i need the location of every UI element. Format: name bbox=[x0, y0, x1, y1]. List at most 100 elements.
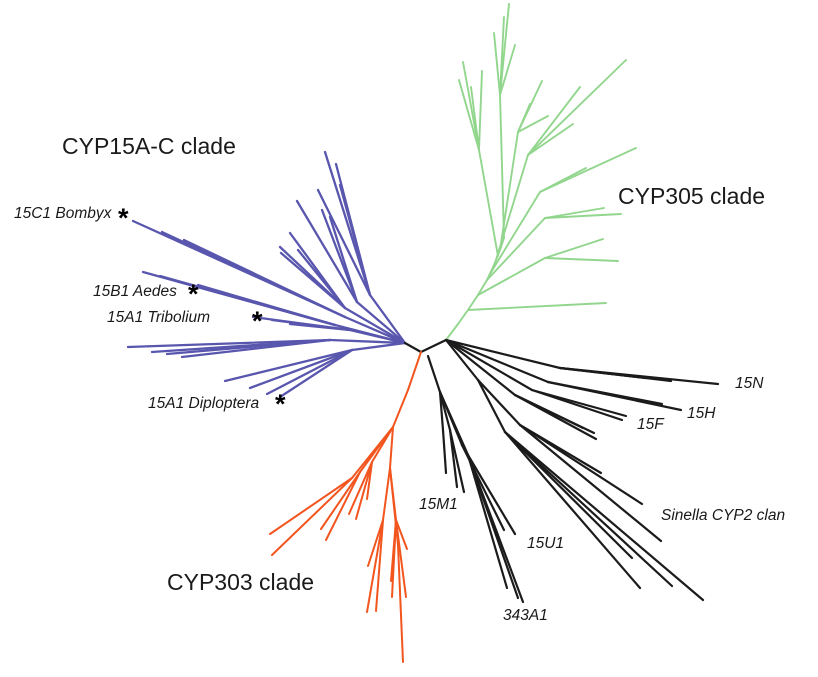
branch-segment bbox=[355, 461, 373, 520]
tip-label-sinella-cyp2-clan: Sinella CYP2 clan bbox=[661, 507, 786, 524]
branch-segment bbox=[371, 426, 394, 463]
branch-segment bbox=[493, 32, 501, 96]
branch-segment bbox=[476, 378, 507, 434]
branch-segment bbox=[517, 115, 549, 133]
branch-segment bbox=[544, 257, 619, 262]
branch-segment bbox=[544, 207, 605, 219]
branch-segment bbox=[367, 519, 384, 567]
branch-segment bbox=[478, 149, 499, 257]
branch-segment bbox=[518, 423, 663, 543]
branch-segment bbox=[444, 338, 562, 370]
branch-segment bbox=[438, 390, 445, 432]
branch-segment bbox=[355, 300, 407, 345]
branch-segment bbox=[544, 238, 604, 259]
branch-segment bbox=[296, 248, 347, 310]
branch-segment bbox=[503, 430, 705, 602]
branch-segment bbox=[320, 471, 361, 530]
branch-segment bbox=[390, 519, 397, 582]
branch-segment bbox=[382, 467, 391, 521]
branch-segment bbox=[467, 294, 479, 311]
branch-segment bbox=[389, 467, 399, 546]
clade-label-cyp305: CYP305 clade bbox=[618, 183, 766, 209]
branch-segment bbox=[348, 328, 407, 345]
branch-segment bbox=[441, 428, 448, 475]
branch-segment bbox=[503, 430, 642, 590]
branch-segment bbox=[486, 217, 546, 281]
asterisk-marker-aedes: * bbox=[188, 279, 199, 309]
tip-label-15c1-bombyx: 15C1 Bombyx bbox=[14, 205, 112, 222]
branch-segment bbox=[444, 338, 517, 397]
branch-segment bbox=[467, 302, 607, 311]
branch-segment bbox=[366, 519, 384, 613]
clade-branches-cyp2-clan-backbone bbox=[403, 338, 720, 604]
branch-segment bbox=[368, 293, 407, 345]
branch-segment bbox=[397, 544, 404, 663]
branch-segment bbox=[316, 188, 372, 297]
clade-branches-cyp305 bbox=[445, 3, 637, 341]
branch-segment bbox=[458, 79, 480, 151]
clade-label-cyp15ac: CYP15A-C clade bbox=[62, 133, 236, 159]
branch-segment bbox=[343, 306, 407, 345]
branch-segment bbox=[196, 283, 337, 327]
branch-segment bbox=[338, 183, 372, 297]
branch-segment bbox=[539, 147, 637, 193]
branch-segment bbox=[288, 322, 352, 332]
branch-segment bbox=[325, 471, 361, 541]
branch-segment bbox=[407, 351, 422, 391]
asterisk-marker-bombyx: * bbox=[118, 203, 129, 233]
branch-segment bbox=[499, 44, 516, 96]
branch-segment bbox=[477, 279, 488, 296]
branch-segment bbox=[466, 453, 525, 604]
branch-segment bbox=[444, 338, 534, 392]
branch-segment bbox=[489, 191, 541, 275]
branch-segment bbox=[392, 389, 409, 428]
branch-segment bbox=[477, 257, 546, 296]
branch-segment bbox=[544, 213, 622, 219]
branch-segment bbox=[389, 426, 394, 469]
asterisk-marker-diploptera: * bbox=[275, 389, 286, 419]
branch-segment bbox=[499, 16, 505, 96]
branch-segment bbox=[457, 309, 469, 325]
branch-segment bbox=[499, 94, 505, 239]
branch-segment bbox=[503, 430, 674, 588]
branch-segment bbox=[558, 366, 648, 380]
branch-segment bbox=[470, 86, 480, 151]
branch-segment bbox=[265, 348, 354, 396]
branch-segment bbox=[366, 461, 373, 500]
branch-segment bbox=[295, 199, 359, 304]
branch-segment bbox=[530, 388, 624, 422]
branch-segment bbox=[445, 323, 459, 341]
branch-segment bbox=[328, 338, 407, 345]
branch-segment bbox=[444, 338, 480, 382]
branch-segment bbox=[269, 477, 353, 535]
branch-segment bbox=[350, 341, 407, 352]
branch-segment bbox=[248, 348, 354, 390]
tip-label-343a1: 343A1 bbox=[503, 607, 548, 624]
tip-label-15h: 15H bbox=[687, 405, 716, 422]
tip-label-15a1-tribolium: 15A1 Tribolium bbox=[107, 309, 211, 326]
branch-segment bbox=[478, 70, 483, 151]
branch-segment bbox=[476, 378, 522, 427]
clade-branches-cyp15ac bbox=[126, 150, 407, 399]
clade-label-cyp303: CYP303 clade bbox=[167, 569, 315, 595]
branch-segment bbox=[419, 338, 448, 354]
tip-label-15a1-diploptera: 15A1 Diploptera bbox=[148, 395, 260, 412]
branch-segment bbox=[426, 354, 442, 394]
branch-segment bbox=[513, 393, 585, 430]
branch-segment bbox=[271, 477, 353, 556]
tip-label-15m1: 15M1 bbox=[419, 496, 458, 513]
branch-segment bbox=[223, 348, 354, 383]
branch-segment bbox=[448, 428, 466, 494]
branch-segment bbox=[403, 341, 423, 354]
branch-segment bbox=[343, 315, 407, 345]
branch-segment bbox=[466, 453, 509, 590]
branch-segment bbox=[546, 380, 664, 406]
branch-segment bbox=[395, 519, 408, 550]
branch-segment bbox=[517, 103, 531, 133]
branch-segment bbox=[279, 251, 347, 310]
tip-label-15n: 15N bbox=[735, 375, 764, 392]
branch-segment bbox=[527, 123, 574, 156]
branch-segment bbox=[278, 348, 354, 399]
